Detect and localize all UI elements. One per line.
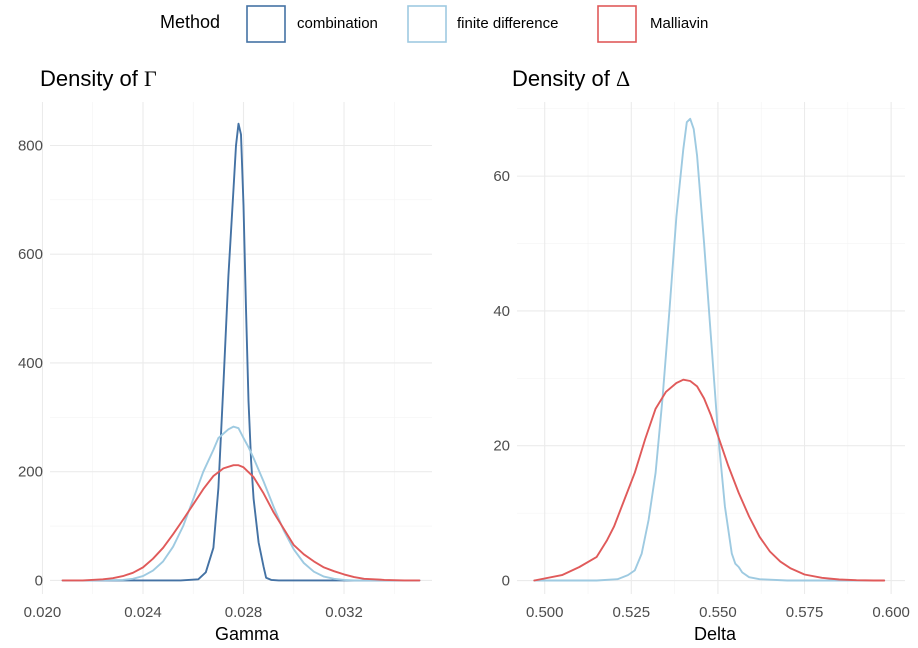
legend-label-malliavin: Malliavin	[650, 15, 708, 32]
x-tick-label: 0.024	[124, 604, 162, 621]
panel-delta-xlabel: Delta	[694, 624, 737, 644]
series-line-malliavin	[61, 464, 421, 582]
series-line-combination	[61, 122, 421, 582]
panel-delta: Density of Δ 0.500 0.525 0.550 0.575 0.600 0 2…	[493, 66, 910, 644]
y-tick-label: 400	[18, 355, 43, 372]
legend-label-finite-difference: finite difference	[457, 15, 558, 32]
panel-gamma-xlabel: Gamma	[215, 624, 280, 644]
y-tick-label: 60	[493, 168, 510, 185]
panel-gamma-ticks: 0.020 0.024 0.028 0.032 0 200 400 600 800	[18, 137, 363, 621]
legend-key-finite-difference	[407, 5, 447, 43]
panel-delta-title-symbol: Δ	[616, 66, 630, 91]
x-tick-label: 0.550	[699, 604, 737, 621]
x-tick-label: 0.500	[526, 604, 564, 621]
x-tick-label: 0.032	[325, 604, 363, 621]
panel-delta-ticks: 0.500 0.525 0.550 0.575 0.600 0 20 40 60	[493, 168, 910, 621]
panel-delta-title: Density of Δ	[512, 66, 630, 91]
legend-key-combination	[246, 5, 286, 43]
x-tick-label: 0.028	[225, 604, 263, 621]
y-tick-label: 200	[18, 464, 43, 481]
panel-gamma-lines	[61, 122, 421, 582]
x-tick-label: 0.600	[872, 604, 910, 621]
panel-gamma-grid	[41, 102, 432, 594]
legend-item-finite-difference: finite difference	[407, 5, 558, 43]
panel-delta-title-prefix: Density of	[512, 66, 616, 91]
y-tick-label: 0	[502, 573, 510, 590]
y-tick-label: 600	[18, 246, 43, 263]
x-tick-label: 0.020	[24, 604, 62, 621]
y-tick-label: 0	[35, 572, 43, 589]
legend-label-combination: combination	[297, 15, 378, 32]
x-tick-label: 0.575	[786, 604, 824, 621]
panel-delta-lines	[533, 117, 886, 582]
legend-key-malliavin	[597, 5, 637, 43]
y-tick-label: 800	[18, 137, 43, 154]
panel-gamma: Density of Γ 0.020 0.024 0.028 0.032 0 200 400…	[18, 66, 432, 644]
y-tick-label: 40	[493, 303, 510, 320]
legend: Method combination finite difference Mal…	[160, 5, 708, 43]
legend-item-combination: combination	[246, 5, 378, 43]
x-tick-label: 0.525	[613, 604, 651, 621]
panel-gamma-title: Density of Γ	[40, 66, 157, 91]
panel-gamma-title-prefix: Density of	[40, 66, 144, 91]
y-tick-label: 20	[493, 438, 510, 455]
series-line-finite-difference	[533, 117, 886, 582]
series-line-finite-difference	[61, 425, 421, 582]
legend-item-malliavin: Malliavin	[597, 5, 708, 43]
legend-title: Method	[160, 12, 220, 32]
panel-gamma-title-symbol: Γ	[144, 66, 157, 91]
series-line-malliavin	[533, 378, 886, 582]
